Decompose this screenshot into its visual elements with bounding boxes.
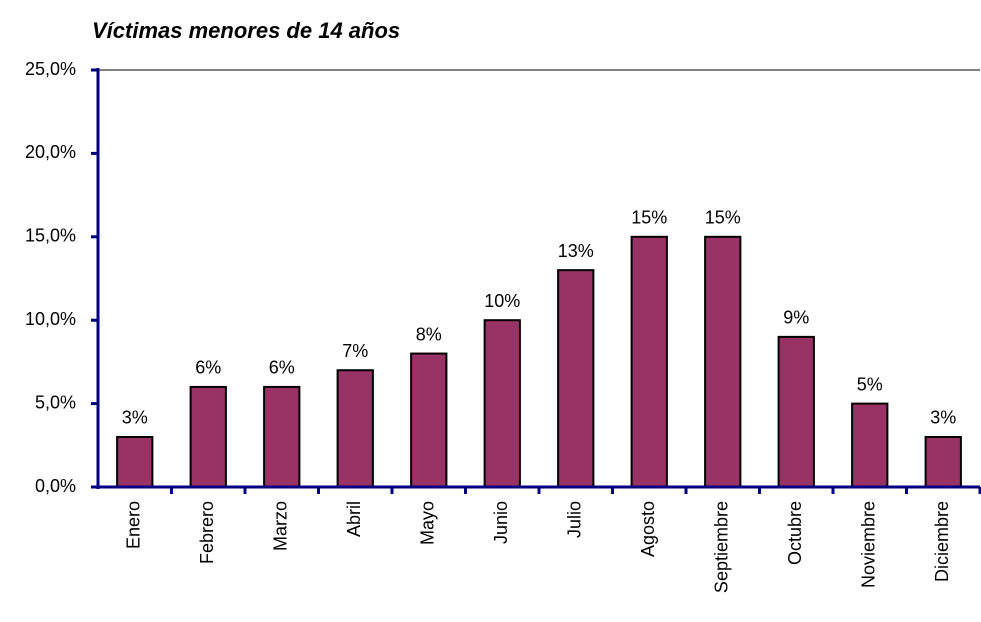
value-label: 3% [122,408,148,428]
y-tick-label: 0,0% [35,476,76,496]
x-tick-label: Diciembre [932,501,952,582]
bar [630,235,668,488]
value-label: 5% [857,374,883,394]
value-label: 13% [558,241,594,261]
bar [116,435,154,488]
value-label: 10% [484,291,520,311]
value-label: 15% [705,208,741,228]
y-tick-label: 20,0% [25,142,76,162]
y-tick-label: 5,0% [35,392,76,412]
bar [704,235,742,488]
y-tick-label: 15,0% [25,226,76,246]
y-tick-label: 25,0% [25,59,76,79]
y-tick-label: 10,0% [25,309,76,329]
x-tick-label: Julio [565,501,585,538]
value-label: 6% [269,358,295,378]
x-tick-label: Mayo [418,501,438,545]
x-tick-label: Septiembre [712,501,732,593]
x-tick-label: Abril [344,501,364,537]
value-label: 3% [930,408,956,428]
bar [483,319,521,489]
chart-title: Víctimas menores de 14 años [92,18,400,43]
value-label: 15% [631,208,667,228]
value-label: 7% [342,341,368,361]
value-label: 9% [783,308,809,328]
x-tick-label: Agosto [638,501,658,557]
value-label: 6% [195,358,221,378]
bar [557,269,595,488]
bar [924,435,962,488]
bar [777,335,815,488]
x-tick-label: Junio [491,501,511,544]
x-tick-label: Octubre [785,501,805,565]
x-tick-label: Marzo [271,501,291,551]
bar [336,369,374,488]
bar [263,385,301,489]
x-tick-label: Noviembre [859,501,879,588]
x-tick-label: Febrero [197,501,217,564]
bar [189,385,227,489]
bar [851,402,889,489]
x-tick-label: Enero [124,501,144,549]
bar [410,352,448,488]
value-label: 8% [416,324,442,344]
